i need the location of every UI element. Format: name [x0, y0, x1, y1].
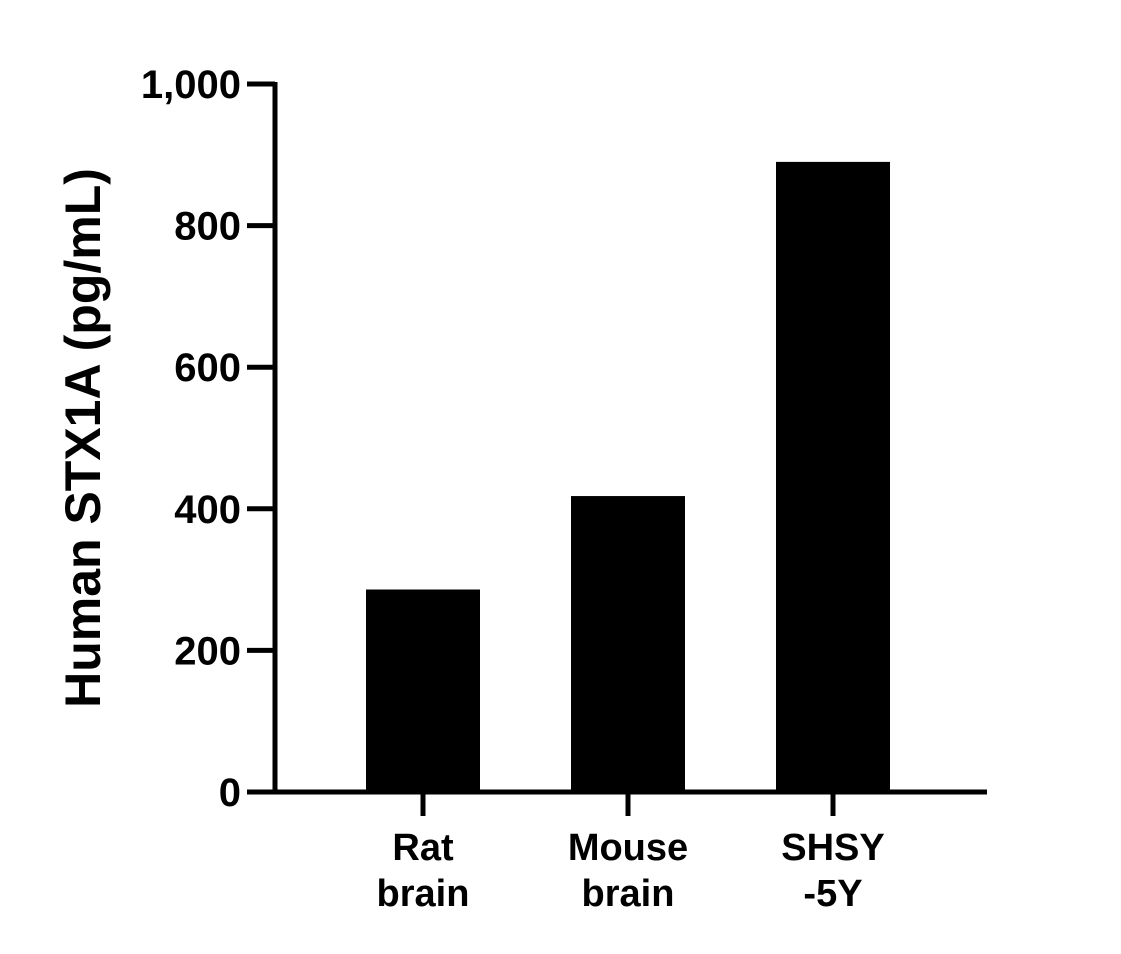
y-axis-title-text: Human STX1A (pg/mL) — [55, 168, 111, 708]
y-axis: 0 200 400 600 800 1,000 — [141, 63, 278, 815]
bars — [366, 161, 890, 792]
y-tick-label: 1,000 — [141, 63, 241, 107]
y-axis-title: Human STX1A (pg/mL) — [55, 168, 111, 708]
x-axis: Rat brain Mouse brain SHSY -5Y — [247, 789, 987, 915]
x-tick-label: SHSY -5Y — [781, 827, 884, 915]
x-tick-label: Rat brain — [377, 827, 470, 915]
y-tick-label: 0 — [219, 771, 241, 815]
y-tick-label: 600 — [174, 346, 241, 390]
bar-rat-brain — [366, 589, 480, 792]
y-tick-label: 400 — [174, 488, 241, 532]
y-tick-label: 800 — [174, 205, 241, 249]
bar-mouse-brain — [571, 496, 685, 792]
bar-shsy-5y — [776, 161, 890, 792]
x-tick-label: Mouse brain — [568, 827, 688, 915]
y-tick-label: 200 — [174, 629, 241, 673]
